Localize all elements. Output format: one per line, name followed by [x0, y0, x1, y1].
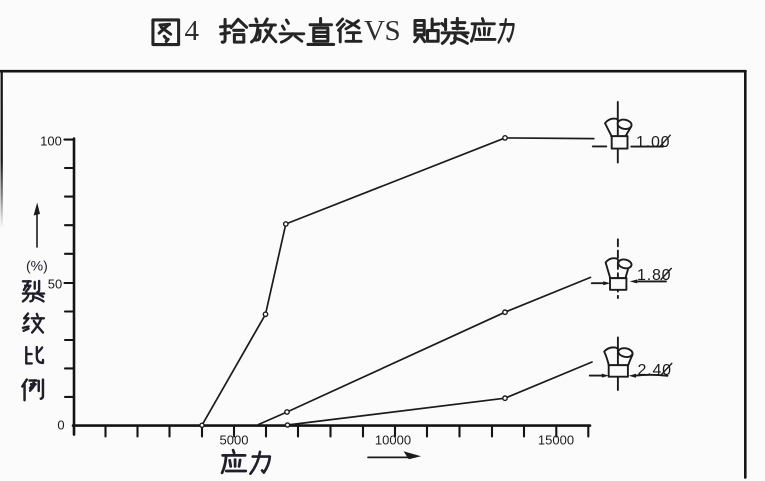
svg-text:10000: 10000 — [375, 433, 411, 448]
svg-text:2.40: 2.40 — [638, 362, 672, 379]
svg-text:15000: 15000 — [538, 433, 574, 448]
svg-text:50: 50 — [48, 277, 62, 292]
svg-text:1.00: 1.00 — [636, 134, 670, 151]
svg-text:VS: VS — [364, 15, 400, 47]
svg-text:4: 4 — [185, 15, 200, 47]
svg-text:(%): (%) — [26, 258, 48, 274]
svg-text:5000: 5000 — [220, 433, 249, 448]
svg-text:0: 0 — [57, 418, 64, 433]
svg-text:100: 100 — [40, 134, 62, 149]
svg-text:1.80: 1.80 — [637, 267, 671, 284]
